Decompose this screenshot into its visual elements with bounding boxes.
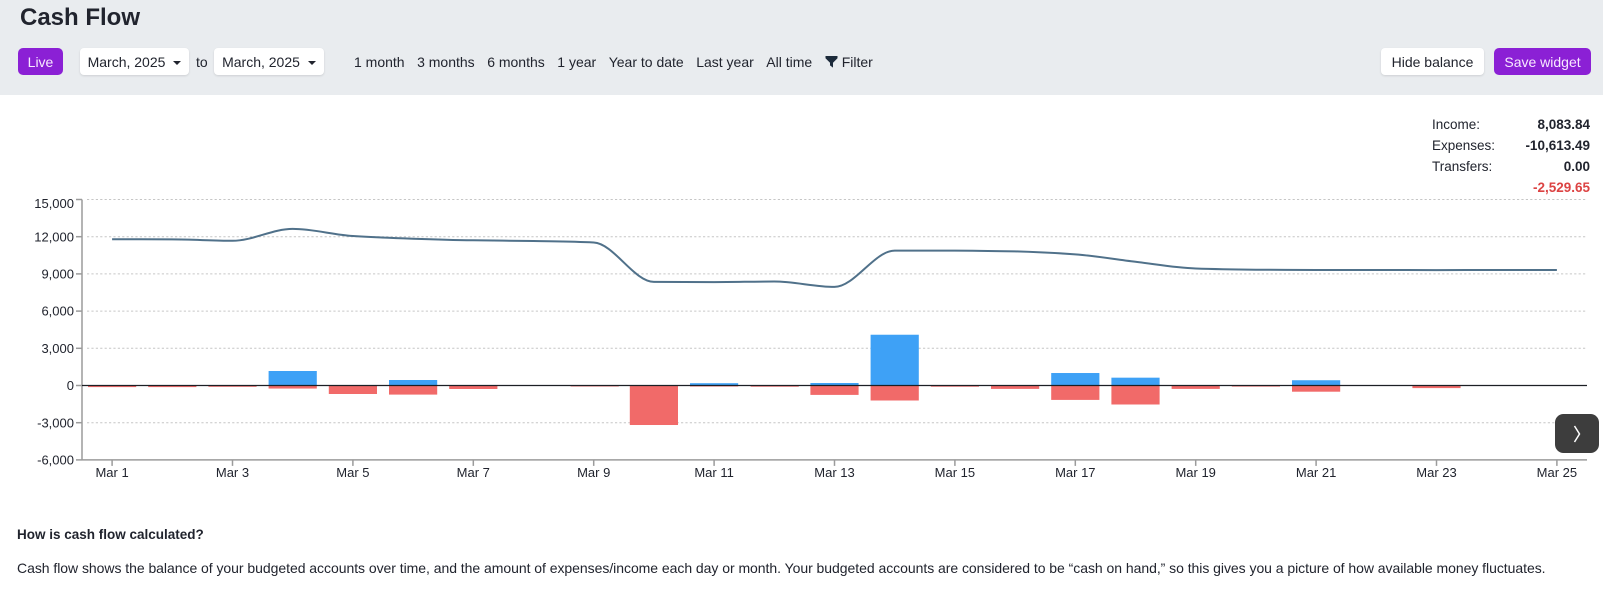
svg-text:Mar 9: Mar 9 [577,465,610,480]
svg-text:12,000: 12,000 [34,229,74,244]
svg-text:6,000: 6,000 [41,304,74,319]
svg-text:Mar 1: Mar 1 [95,465,128,480]
svg-text:0: 0 [67,378,74,393]
svg-text:Mar 23: Mar 23 [1416,465,1456,480]
svg-text:Mar 21: Mar 21 [1296,465,1336,480]
svg-text:15,000: 15,000 [34,196,74,211]
svg-text:Mar 13: Mar 13 [814,465,854,480]
svg-text:Mar 17: Mar 17 [1055,465,1095,480]
svg-text:Mar 11: Mar 11 [694,465,734,480]
svg-text:-3,000: -3,000 [37,415,74,430]
svg-text:Mar 25: Mar 25 [1537,465,1577,480]
svg-text:Mar 15: Mar 15 [935,465,975,480]
svg-text:Mar 5: Mar 5 [336,465,369,480]
svg-text:3,000: 3,000 [41,341,74,356]
svg-text:Mar 7: Mar 7 [457,465,490,480]
svg-text:9,000: 9,000 [41,267,74,282]
svg-text:Mar 3: Mar 3 [216,465,249,480]
svg-text:Mar 19: Mar 19 [1175,465,1215,480]
svg-text:-6,000: -6,000 [37,453,74,468]
